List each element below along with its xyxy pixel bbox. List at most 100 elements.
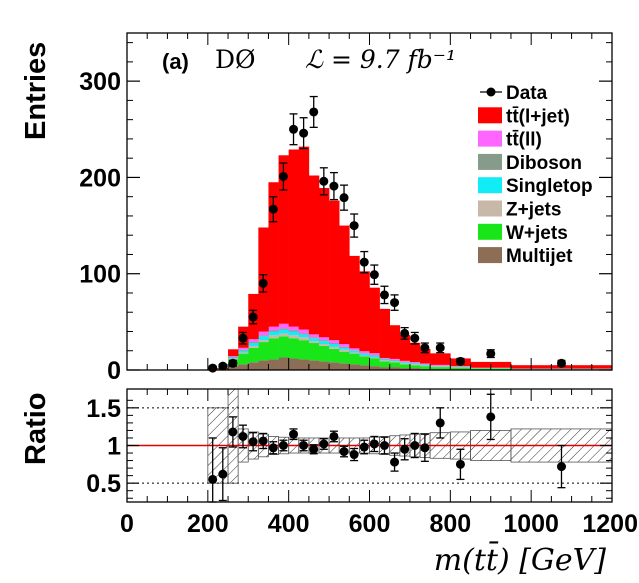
legend-entry: Multijet xyxy=(478,246,573,267)
legend-swatch xyxy=(478,247,502,264)
bar-segment xyxy=(369,353,380,356)
ratio-y-tick-label: 1.5 xyxy=(86,395,121,423)
bar-segment xyxy=(268,326,279,331)
data-point xyxy=(435,343,445,353)
bar-segment xyxy=(288,330,300,332)
bar-segment xyxy=(298,333,310,335)
ratio-y-ticks: 0.5 1 1.5 xyxy=(86,395,612,499)
bar-segment xyxy=(268,182,279,327)
legend-swatch xyxy=(478,130,502,147)
legend-label: tt̄(ll) xyxy=(506,130,542,151)
bar-segment xyxy=(389,362,401,368)
bar-segment xyxy=(298,359,310,370)
legend-entry: tt̄(ll) xyxy=(478,130,542,151)
bar-segment xyxy=(339,225,350,345)
legend-entry: Z+jets xyxy=(478,200,561,221)
bar-segment xyxy=(329,348,340,363)
top-y-ticks: 0 100 200 300 xyxy=(79,42,612,385)
bar-segment xyxy=(278,333,289,337)
y-tick-label: 200 xyxy=(79,164,121,192)
x-tick-label: 800 xyxy=(429,510,471,538)
legend-label: Z+jets xyxy=(506,200,561,221)
data-point xyxy=(289,124,299,134)
bar-segment xyxy=(318,345,330,362)
legend-marker xyxy=(486,87,496,97)
y-tick-label: 100 xyxy=(79,261,121,289)
bar-segment xyxy=(399,368,411,370)
ratio-data-point xyxy=(435,418,445,428)
legend-swatch xyxy=(478,200,502,217)
x-axis-title: m(tt̄) [GeV] xyxy=(434,540,607,578)
data-point xyxy=(455,356,465,366)
data-point xyxy=(299,128,309,138)
bar-segment xyxy=(369,287,380,354)
ratio-data-point xyxy=(486,412,496,422)
luminosity-label: ℒ = 9.7 fb⁻¹ xyxy=(305,45,456,74)
bar-segment xyxy=(207,368,229,370)
data-point xyxy=(238,333,248,343)
experiment-label: DØ xyxy=(215,45,256,74)
bar-segment xyxy=(258,336,269,341)
data-point xyxy=(486,349,496,359)
bar-segment xyxy=(298,337,310,341)
bar-segment xyxy=(238,353,249,365)
bar-segment xyxy=(359,271,370,352)
bar-segment xyxy=(399,360,411,362)
bar-segment xyxy=(430,353,451,365)
bar-segment xyxy=(308,338,320,342)
legend-entry: Diboson xyxy=(478,153,582,174)
ratio-data-point xyxy=(390,457,400,467)
bar-segment xyxy=(318,188,330,338)
bar-segment xyxy=(278,336,289,358)
bar-segment xyxy=(369,355,380,358)
bar-segment xyxy=(349,350,360,353)
bar-segment xyxy=(389,358,401,360)
bar-segment xyxy=(359,353,370,356)
data-point xyxy=(390,298,400,308)
bar-segment xyxy=(268,338,279,360)
ratio-data-point xyxy=(228,427,238,437)
data-point xyxy=(369,270,379,280)
bar-segment xyxy=(288,338,300,359)
data-point xyxy=(228,358,238,368)
x-tick-label: 0 xyxy=(120,510,134,538)
bar-segment xyxy=(308,341,320,344)
bar-segment xyxy=(308,175,320,335)
data-point xyxy=(400,328,410,338)
ratio-data-point xyxy=(369,439,379,449)
data-point xyxy=(349,221,359,231)
bar-segment xyxy=(409,365,421,369)
bar-segment xyxy=(318,337,330,341)
ratio-y-tick-label: 1 xyxy=(107,433,121,461)
bar-segment xyxy=(228,357,239,359)
bar-segment xyxy=(288,331,300,336)
bar-segment xyxy=(389,367,401,370)
bar-segment xyxy=(369,357,380,359)
ratio-x-ticks: 0 200 400 600 800 1000 1200 xyxy=(120,389,638,538)
data-point xyxy=(309,107,319,117)
bar-segment xyxy=(258,335,269,337)
data-point xyxy=(410,333,420,343)
y-tick-label: 0 xyxy=(107,357,121,385)
ratio-data-point xyxy=(349,450,359,460)
data-point xyxy=(208,363,218,373)
bar-segment xyxy=(379,359,391,361)
bar-segment xyxy=(329,343,340,345)
ratio-data-points xyxy=(208,393,566,503)
bar-segment xyxy=(318,341,330,345)
bar-segment xyxy=(430,367,451,370)
bar-segment xyxy=(379,308,391,358)
data-point xyxy=(258,278,268,288)
bar-segment xyxy=(228,349,239,357)
bar-segment xyxy=(308,334,320,338)
bar-segment xyxy=(450,367,471,370)
bar-segment xyxy=(339,363,350,370)
bar-segment xyxy=(308,360,320,370)
bar-segment xyxy=(420,349,431,364)
data-points xyxy=(208,95,566,373)
ratio-data-point xyxy=(309,444,319,454)
bar-segment xyxy=(258,342,269,361)
bar-segment xyxy=(258,360,269,370)
bar-segment xyxy=(339,351,350,364)
bar-segment xyxy=(258,340,269,343)
